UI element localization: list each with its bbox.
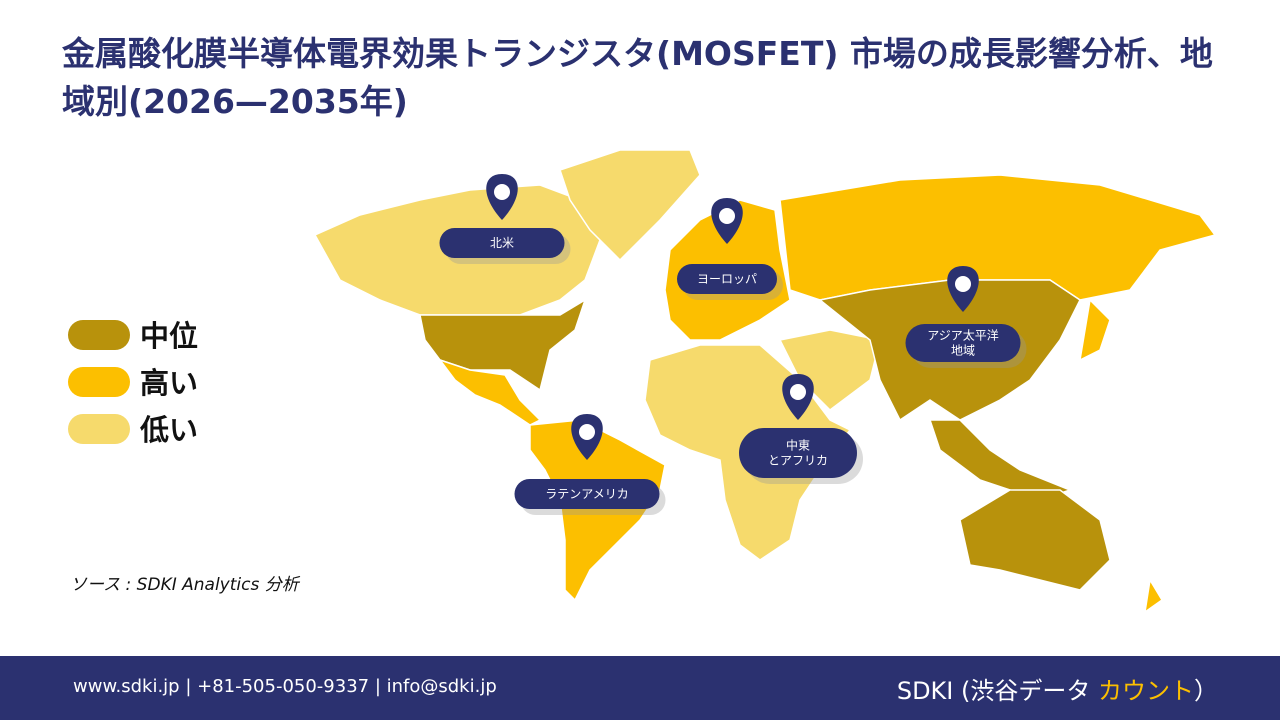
label-box xyxy=(439,228,565,258)
pin-hole xyxy=(955,276,971,292)
region-label: ヨーロッパ xyxy=(697,272,757,286)
legend-label: 高い xyxy=(140,366,198,400)
region-label: 北米 xyxy=(490,236,514,250)
japan xyxy=(1079,298,1111,362)
title: 金属酸化膜半導体電界効果トランジスタ(MOSFET) 市場の成長影響分析、地域別… xyxy=(62,34,1213,121)
legend-swatch xyxy=(68,414,130,444)
pin-hole xyxy=(579,424,595,440)
footer: www.sdki.jp | +81-505-050-9337 | info@sd… xyxy=(0,656,1280,720)
legend-label: 中位 xyxy=(140,319,198,353)
greenland xyxy=(559,149,701,262)
pin-hole xyxy=(719,208,735,224)
source: ソース : SDKI Analytics 分析 xyxy=(70,575,299,595)
label-box xyxy=(739,428,857,478)
brand: SDKI (渋谷データ カウント） xyxy=(897,671,1218,706)
label-box xyxy=(905,324,1021,362)
legend-swatch xyxy=(68,320,130,350)
legend-label: 低い xyxy=(139,413,198,447)
central-america xyxy=(437,358,542,426)
label-box xyxy=(514,479,660,509)
label-box xyxy=(677,264,777,294)
brand-text: SDKI (渋谷データ xyxy=(896,677,1098,705)
southeast-asia xyxy=(928,419,1073,501)
brand-text: ） xyxy=(1194,677,1218,705)
landmasses xyxy=(313,149,1217,614)
contact: www.sdki.jp | +81-505-050-9337 | info@sd… xyxy=(73,676,497,697)
usa xyxy=(419,298,587,392)
region-label: アジア太平洋 xyxy=(927,328,999,343)
brand-highlight: カウント xyxy=(1098,677,1194,705)
pin-hole xyxy=(790,384,806,400)
region-label: 中東 xyxy=(786,438,810,453)
legend-swatch xyxy=(68,367,130,397)
new-zealand xyxy=(1143,577,1164,614)
pin-hole xyxy=(494,184,510,200)
australia xyxy=(959,489,1111,591)
region-label: ラテンアメリカ xyxy=(545,487,628,501)
region-label: とアフリカ xyxy=(768,454,828,468)
region-label: 地域 xyxy=(951,344,975,358)
